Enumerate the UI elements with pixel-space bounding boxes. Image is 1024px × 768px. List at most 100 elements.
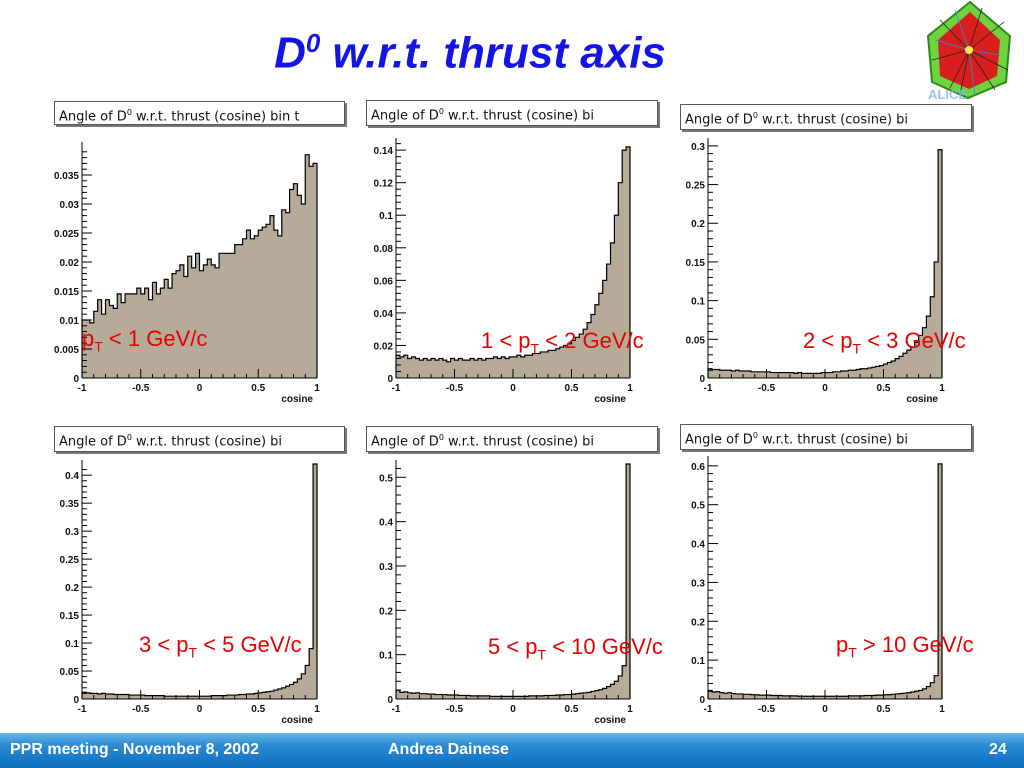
histogram-bin (711, 692, 717, 699)
histogram-bin (926, 316, 931, 378)
x-tick-label: 0 (510, 704, 516, 715)
histogram-bin (466, 360, 471, 378)
histogram-bin (825, 372, 830, 378)
histogram-bin (501, 696, 506, 699)
histogram-bin (277, 235, 283, 378)
histogram-bin (571, 340, 576, 378)
histogram-bin (399, 356, 405, 378)
histogram-bin (148, 299, 153, 378)
histogram-bin (875, 695, 880, 699)
y-tick-label: 0.3 (379, 562, 393, 573)
x-tick-label: 0 (197, 704, 203, 715)
histogram-bin (626, 464, 631, 699)
pt-bin-annotation-text: p (836, 632, 849, 657)
histogram-bin (423, 358, 428, 378)
histogram-bin (164, 279, 169, 378)
histogram-bin (226, 695, 232, 699)
histogram-bin (242, 238, 247, 378)
histogram-bin (226, 253, 232, 378)
pt-bin-annotation-text: 1 < p (481, 328, 531, 353)
histogram-bin (403, 691, 408, 699)
histogram-bin (477, 358, 483, 378)
histogram-bin (281, 687, 286, 699)
histogram-bin (262, 692, 267, 699)
histogram-bin (489, 696, 494, 699)
histogram-bin (922, 688, 927, 699)
histogram-bin (594, 304, 600, 378)
histogram-bin (563, 345, 568, 378)
histogram-bin (583, 329, 588, 378)
pt-bin-annotation-text: 3 < p (139, 632, 189, 657)
histogram-bin (555, 348, 561, 378)
histogram-bin (793, 373, 798, 378)
x-tick-label: -1 (392, 704, 401, 715)
footer-page-number: 24 (989, 741, 1007, 758)
y-tick-label: 0.1 (379, 211, 393, 222)
histogram-bin (520, 356, 525, 378)
histogram-bin (438, 358, 444, 378)
histogram-bin (938, 149, 943, 378)
page-title: D0 w.r.t. thrust axis (0, 28, 940, 79)
histogram-bin (758, 371, 763, 378)
histogram-bin (505, 358, 510, 378)
histogram-bin (270, 215, 275, 378)
histogram-svg: -1 -0.5 0 0.5 1 0 0.005 0.01 0.015 0.02 0.025 0.03 0… (54, 142, 320, 405)
alice-event-display-logo-icon: ALICE (920, 0, 1024, 102)
histogram-bin (179, 696, 185, 699)
histogram-bin (403, 355, 408, 378)
y-tick-label: 0.2 (379, 606, 393, 617)
histogram-bin (148, 695, 153, 699)
histogram-bin (540, 695, 545, 699)
histogram-bin (516, 696, 522, 699)
y-tick-label: 0 (387, 695, 393, 706)
histogram-bin (914, 691, 919, 699)
histogram-bin (524, 355, 529, 378)
histogram-bin (735, 370, 740, 378)
x-tick-label: 0.5 (565, 383, 579, 394)
histogram-bin (136, 288, 142, 378)
histogram-bin (583, 692, 588, 699)
pt-bin-annotation: 5 < pT < 10 GeV/c (488, 634, 663, 662)
histogram-outline (707, 463, 943, 699)
x-tick-label: 0.5 (877, 383, 891, 394)
histogram-bin (532, 695, 537, 699)
x-tick-label: 1 (314, 704, 320, 715)
histogram-outline (81, 463, 318, 699)
histogram-panel-1: -1 -0.5 0 0.5 1 0 0.005 0.01 0.015 0.02 0.025 0.03 0… (52, 98, 345, 405)
histogram-bin (442, 360, 447, 378)
histogram-bin (871, 695, 876, 699)
histogram-title-text: Angle of D (59, 434, 127, 450)
histogram-bin (836, 371, 841, 378)
histogram-bin (739, 371, 744, 378)
histogram-title-text: 0 (126, 108, 132, 117)
histogram-bin (450, 695, 455, 699)
pt-bin-annotation: pT < 1 GeV/c (82, 326, 207, 354)
histogram-bin (536, 353, 541, 378)
histogram-bin (238, 244, 243, 378)
y-tick-label: 0.1 (691, 297, 705, 308)
histogram-bin (723, 693, 728, 699)
histogram-bin (883, 364, 888, 378)
histogram-bin (172, 696, 177, 699)
histogram-title-box: Angle of D0 w.r.t. thrust (cosine) bi (680, 424, 972, 450)
pt-bin-annotation: pT > 10 GeV/c (836, 632, 974, 660)
histogram-bin (536, 695, 541, 699)
histogram-bin (462, 360, 467, 378)
y-tick-label: 0.15 (686, 258, 706, 269)
y-tick-label: 0.1 (379, 651, 393, 662)
histogram-bin (285, 686, 290, 699)
histogram-bin (230, 695, 236, 699)
x-axis-label: cosine (281, 394, 313, 405)
histogram-bin (234, 695, 239, 699)
y-tick-label: 0.14 (374, 146, 394, 157)
histogram-bin (723, 370, 728, 378)
histogram-bin (195, 253, 200, 378)
y-tick-label: 0.03 (60, 200, 80, 211)
histogram-bin (176, 270, 181, 378)
histogram-bin (754, 371, 759, 378)
histogram-bin (301, 204, 306, 378)
x-tick-label: 1 (939, 383, 945, 394)
histogram-bin (719, 370, 724, 378)
histogram-bin (489, 358, 494, 378)
histogram-bin (910, 347, 915, 378)
